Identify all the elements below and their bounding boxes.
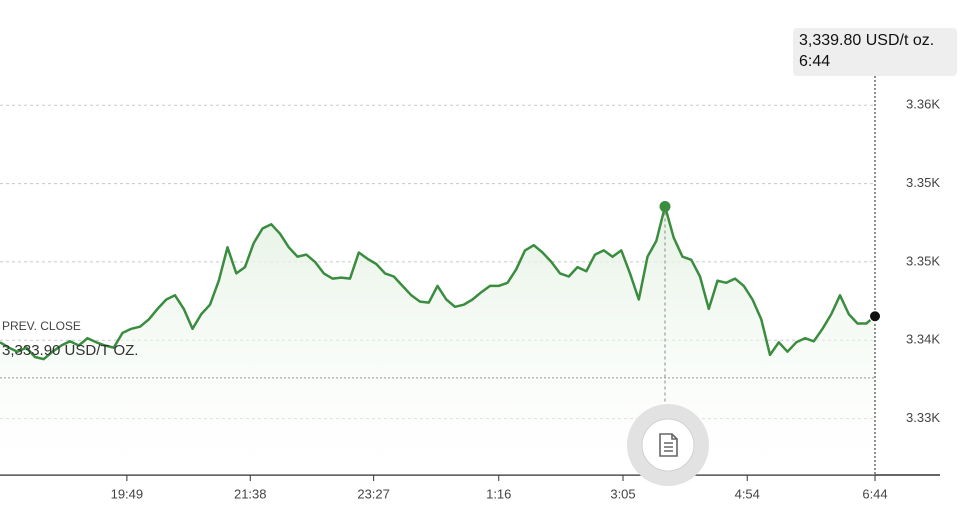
y-tick-label: 3.34K: [906, 332, 940, 347]
high-marker: [659, 201, 671, 213]
prev-close-label: 3,333.90 USD/T OZ.: [2, 342, 138, 359]
news-icon: [659, 433, 678, 457]
price-line: [0, 205, 876, 361]
tooltip-price: 3,339.80 USD/t oz.: [799, 32, 934, 49]
prev-close-title: PREV. CLOSE: [2, 319, 81, 333]
news-button-circle[interactable]: [641, 418, 695, 472]
area: [0, 206, 875, 475]
y-tick-label: 3.35K: [906, 253, 940, 268]
y-tick-label: 3.36K: [906, 97, 940, 112]
x-tick-label: 1:16: [486, 486, 511, 501]
x-tick-label: 21:38: [234, 486, 267, 501]
x-tick-label: 4:54: [735, 486, 760, 501]
y-tick-label: 3.35K: [906, 175, 940, 190]
y-tick-label: 3.33K: [906, 410, 940, 425]
current-marker: [869, 310, 881, 323]
tooltip-box: [793, 28, 957, 76]
x-tick-label: 6:44: [862, 486, 887, 501]
tooltip-time: 6:44: [799, 53, 830, 70]
news-button[interactable]: [627, 404, 709, 486]
x-tick-label: 19:49: [111, 486, 144, 501]
x-tick-label: 23:27: [357, 486, 390, 501]
x-tick-label: 3:05: [610, 486, 635, 501]
